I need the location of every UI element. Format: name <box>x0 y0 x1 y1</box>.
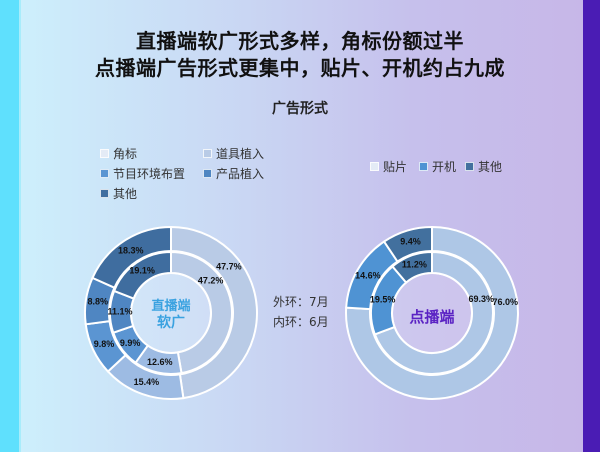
legend-swatch <box>100 189 109 198</box>
left-donut-center-label: 直播端 软广 <box>131 298 211 332</box>
donut-slice <box>373 250 494 375</box>
slice-value-label: 76.0% <box>493 297 519 307</box>
donut-live-soft-ads: 47.7% 15.4% 9.8% 8.8% 18.3% 47.2% 12.6% 9.9% 11.… <box>84 225 258 400</box>
legend-item-corner-logo: 角标 <box>100 145 137 162</box>
slice-value-label: 12.6% <box>147 357 173 367</box>
legend-label: 道具植入 <box>216 147 265 161</box>
legend-swatch <box>465 162 474 171</box>
slice-value-label: 9.4% <box>400 237 421 247</box>
legend-label: 角标 <box>113 147 138 161</box>
legend-swatch <box>370 162 379 171</box>
legend-item-other: 其他 <box>100 185 137 202</box>
chart-subtitle: 广告形式 <box>272 101 328 117</box>
right-accent-bar <box>583 0 600 452</box>
legend-swatch <box>203 149 212 158</box>
right-donut-center-label: 点播端 <box>409 308 455 326</box>
legend-label: 其他 <box>478 160 503 174</box>
legend-item-prop-placement: 道具植入 <box>203 145 264 162</box>
legend-swatch <box>100 149 109 158</box>
slice-value-label: 11.2% <box>402 259 427 269</box>
ring-note-inner: 内环：6月 <box>273 315 329 329</box>
center-label-line-2: 软广 <box>157 315 185 331</box>
slice-value-label: 18.3% <box>118 245 144 255</box>
title-line-2: 点播端广告形式更集中，贴片、开机约占九成 <box>95 56 505 80</box>
donut-slice <box>170 250 233 375</box>
slice-value-label: 14.6% <box>355 271 381 281</box>
slice-value-label: 19.1% <box>129 265 155 275</box>
slice-value-label: 15.4% <box>134 377 160 387</box>
donut-slice <box>391 250 433 284</box>
slice-value-label: 19.5% <box>370 295 396 305</box>
legend-label: 贴片 <box>383 160 408 174</box>
ring-note-outer: 外环：7月 <box>273 295 329 309</box>
title-line-1: 直播端软广形式多样，角标份额过半 <box>136 29 464 53</box>
legend-item-product-placement: 产品植入 <box>203 165 264 182</box>
legend-swatch <box>419 162 428 171</box>
left-accent-edge <box>19 0 21 452</box>
legend-swatch <box>100 169 109 178</box>
slice-value-label: 11.1% <box>107 306 132 316</box>
slice-value-label: 8.8% <box>88 297 109 307</box>
legend-item-splash: 开机 <box>419 158 456 175</box>
slice-value-label: 47.7% <box>216 261 242 271</box>
legend-label: 开机 <box>432 160 457 174</box>
slice-value-label: 47.2% <box>198 275 224 285</box>
legend-swatch <box>203 169 212 178</box>
slice-value-label: 9.8% <box>94 339 115 349</box>
page-title: 直播端软广形式多样，角标份额过半 点播端广告形式更集中，贴片、开机约占九成 <box>0 28 600 82</box>
slice-value-label: 9.9% <box>120 338 141 348</box>
legend-label: 节目环境布置 <box>113 167 186 181</box>
legend-item-pre-roll: 贴片 <box>370 158 407 175</box>
legend-label: 产品植入 <box>216 167 265 181</box>
center-label-line-1: 直播端 <box>151 299 191 314</box>
legend-label: 其他 <box>113 187 138 201</box>
donut-slice <box>112 250 172 300</box>
legend-item-other: 其他 <box>465 158 502 175</box>
legend-item-scene-setting: 节目环境布置 <box>100 165 185 182</box>
left-accent-bar <box>0 0 19 452</box>
slice-value-label: 69.3% <box>468 294 494 304</box>
donut-vod-ads: 76.0% 14.6% 9.4% 69.3% 19.5% 11.2% <box>345 225 519 400</box>
